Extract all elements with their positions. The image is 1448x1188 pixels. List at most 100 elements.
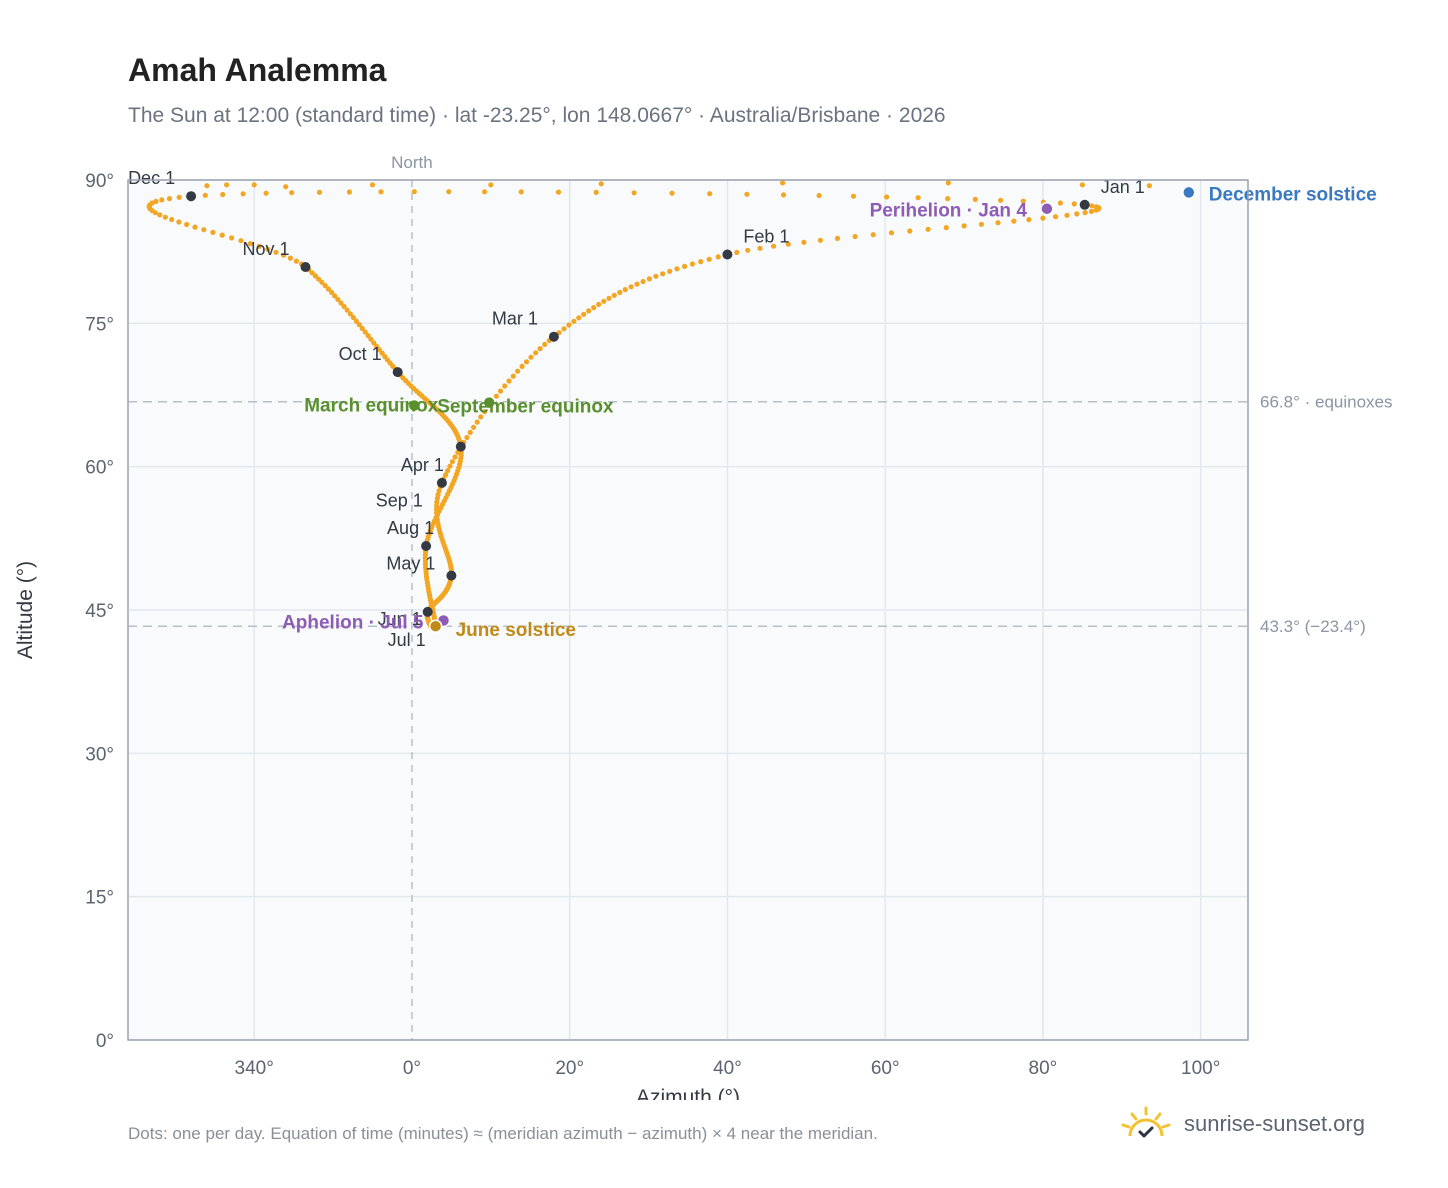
daily-sun-dot bbox=[319, 279, 325, 285]
daily-sun-dot bbox=[1071, 201, 1077, 207]
daily-sun-dot bbox=[449, 459, 455, 465]
daily-sun-dot bbox=[631, 190, 637, 196]
brand-name: sunrise-sunset.org bbox=[1184, 1111, 1365, 1136]
daily-sun-dot bbox=[744, 191, 750, 197]
daily-sun-dot bbox=[519, 363, 525, 369]
x-tick-label: 80° bbox=[1029, 1058, 1058, 1079]
daily-sun-dot bbox=[510, 373, 516, 379]
zenith-wrap-dot bbox=[488, 182, 494, 188]
x-tick-label: 0° bbox=[403, 1058, 421, 1079]
daily-sun-dot bbox=[596, 301, 602, 307]
month-label: May 1 bbox=[386, 554, 435, 574]
daily-sun-dot bbox=[698, 259, 704, 265]
daily-sun-dot bbox=[329, 289, 335, 295]
analemma-chart: North 66.8° · equinoxes 43.3° (−23.4°) Jan… bbox=[14, 153, 1393, 1100]
y-tick-label: 75° bbox=[85, 314, 114, 335]
month-label: Feb 1 bbox=[743, 227, 789, 247]
month-marker bbox=[455, 441, 466, 452]
daily-sun-dot bbox=[745, 247, 751, 253]
x-tick-label: 60° bbox=[871, 1058, 900, 1079]
daily-sun-dot bbox=[447, 463, 453, 469]
y-axis-label: Altitude (°) bbox=[14, 561, 37, 659]
month-label: Aug 1 bbox=[387, 518, 434, 538]
daily-sun-dot bbox=[365, 333, 371, 339]
daily-sun-dot bbox=[240, 191, 246, 197]
daily-sun-dot bbox=[353, 318, 359, 324]
daily-sun-dot bbox=[566, 322, 572, 328]
event-label: December solstice bbox=[1209, 184, 1377, 205]
daily-sun-dot bbox=[350, 314, 356, 320]
event-label: March equinox bbox=[304, 396, 439, 417]
event-label: Perihelion · Jan 4 bbox=[870, 201, 1028, 222]
daily-sun-dot bbox=[706, 256, 712, 262]
reference-line-label: 66.8° · equinoxes bbox=[1260, 393, 1393, 412]
sun-logo-icon bbox=[1121, 1106, 1171, 1138]
daily-sun-dot bbox=[273, 249, 279, 255]
month-label: Mar 1 bbox=[492, 309, 538, 329]
month-label: Sep 1 bbox=[376, 491, 423, 511]
daily-sun-dot bbox=[356, 322, 362, 328]
daily-sun-dot bbox=[341, 303, 347, 310]
plot-frame bbox=[127, 179, 1249, 1041]
daily-sun-dot bbox=[1089, 203, 1095, 209]
daily-sun-dot bbox=[601, 298, 607, 304]
daily-sun-dot bbox=[518, 189, 524, 195]
zenith-wrap-dot bbox=[945, 180, 951, 186]
daily-sun-dot bbox=[482, 409, 488, 415]
north-label: North bbox=[391, 153, 433, 172]
daily-sun-dot bbox=[943, 225, 949, 231]
daily-sun-dot bbox=[502, 383, 508, 389]
daily-sun-dot bbox=[210, 229, 216, 235]
daily-sun-dot bbox=[374, 343, 380, 349]
daily-sun-dot bbox=[591, 305, 597, 311]
daily-sun-dot bbox=[506, 378, 512, 384]
daily-sun-dot bbox=[689, 261, 696, 267]
daily-sun-dot bbox=[581, 311, 587, 317]
daily-sun-dot bbox=[634, 281, 640, 287]
chart-title: Amah Analemma bbox=[128, 52, 387, 88]
x-tick-label: 40° bbox=[713, 1058, 742, 1079]
event-marker bbox=[1182, 185, 1196, 200]
daily-sun-dot bbox=[293, 258, 299, 264]
month-marker bbox=[722, 249, 733, 260]
daily-sun-dot bbox=[467, 429, 473, 435]
daily-sun-dot bbox=[1064, 212, 1070, 218]
zenith-wrap-dot bbox=[1146, 183, 1152, 189]
month-label: Nov 1 bbox=[242, 239, 289, 259]
daily-sun-dot bbox=[474, 419, 480, 425]
reference-line-label: 43.3° (−23.4°) bbox=[1260, 617, 1366, 636]
daily-sun-dot bbox=[176, 219, 182, 225]
daily-sun-dot bbox=[332, 293, 338, 299]
daily-sun-dot bbox=[162, 214, 168, 220]
month-marker bbox=[300, 262, 311, 272]
daily-sun-dot bbox=[166, 196, 173, 202]
daily-sun-dot bbox=[265, 246, 271, 252]
daily-sun-dot bbox=[184, 221, 190, 228]
daily-sun-dot bbox=[606, 295, 612, 301]
daily-sun-dot bbox=[995, 220, 1001, 226]
daily-sun-dot bbox=[344, 307, 350, 313]
month-marker bbox=[1079, 199, 1090, 210]
daily-sun-dot bbox=[907, 228, 913, 234]
daily-sun-dot bbox=[617, 289, 623, 295]
event-marker bbox=[482, 395, 496, 410]
daily-sun-dot bbox=[1093, 207, 1099, 213]
daily-sun-dot bbox=[312, 273, 318, 279]
month-marker bbox=[392, 367, 403, 378]
daily-sun-dot bbox=[640, 278, 646, 285]
daily-sun-dot bbox=[149, 200, 155, 206]
daily-sun-dot bbox=[322, 283, 328, 289]
daily-sun-dot bbox=[611, 292, 617, 298]
daily-sun-dot bbox=[287, 255, 293, 261]
daily-sun-dot bbox=[346, 189, 352, 195]
brand[interactable]: sunrise-sunset.org bbox=[1120, 1102, 1365, 1146]
daily-sun-dot bbox=[780, 192, 787, 198]
daily-sun-dot bbox=[263, 190, 269, 196]
x-tick-label: 20° bbox=[555, 1058, 584, 1079]
y-tick-label: 30° bbox=[85, 744, 114, 765]
daily-sun-dot bbox=[289, 190, 295, 196]
daily-sun-dot bbox=[669, 190, 675, 196]
month-label: Dec 1 bbox=[128, 168, 175, 188]
daily-sun-dot bbox=[1074, 211, 1080, 217]
daily-sun-dot bbox=[219, 232, 225, 238]
